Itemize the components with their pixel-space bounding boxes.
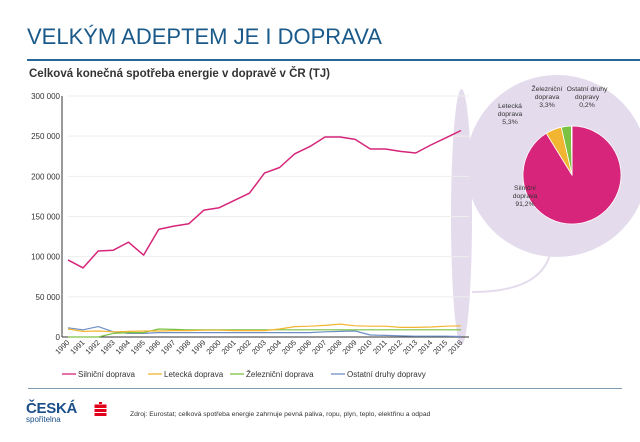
y-tick-label: 200 000: [31, 172, 60, 181]
pie-slice-ostatn-druhy-dopravy: [570, 125, 573, 176]
footer-divider: [28, 388, 622, 389]
x-tick-label: 2001: [220, 338, 238, 356]
y-tick-label: 250 000: [31, 132, 60, 141]
brand-logo: ČESKÁ spořitelna: [26, 400, 107, 424]
legend-label: Silniční doprava: [78, 370, 135, 379]
x-tick-label: 2013: [401, 338, 419, 356]
x-tick-label: 1999: [189, 338, 207, 356]
legend-label: Ostatní druhy dopravy: [347, 370, 426, 379]
series-line-ostatn-druhy-dopravy: [67, 326, 462, 338]
series-line-leteck-doprava: [67, 323, 462, 333]
chart-title: Celková konečná spotřeba energie v dopra…: [29, 68, 331, 80]
x-tick-label: 1993: [99, 338, 117, 356]
x-tick-label: 2003: [250, 338, 268, 356]
pie-label: Železniční doprava 3,3%: [532, 84, 563, 109]
x-tick-label: 1992: [83, 338, 101, 356]
legend: Silniční doprava Letecká doprava Železničn…: [62, 370, 426, 379]
x-tick-label: 1998: [174, 338, 192, 356]
x-tick-label: 1996: [144, 338, 162, 356]
x-tick-label: 2006: [295, 338, 313, 356]
pie-label: Silniční doprava 91,2%: [513, 185, 538, 208]
x-tick-label: 1995: [129, 338, 147, 356]
title-divider: [27, 59, 640, 61]
x-tick-label: 2014: [416, 338, 434, 356]
x-tick-label: 2008: [325, 338, 343, 356]
y-tick-label: 50 000: [36, 293, 61, 302]
y-tick-label: 0: [56, 333, 61, 342]
y-tick-label: 100 000: [31, 253, 60, 262]
x-tick-label: 1997: [159, 338, 177, 356]
legend-label: Železniční doprava: [246, 370, 314, 379]
arrow-head-icon: [546, 246, 556, 255]
x-tick-label: 2012: [386, 338, 404, 356]
pie-chart: Silniční doprava 91,2% Letecká doprava 5,3% Že…: [498, 84, 622, 225]
x-tick-label: 2015: [431, 338, 449, 356]
axis-layer: 0 50 000 100 000 150 000 200 000 250 000 300 0…: [31, 92, 469, 356]
page-title: VELKÝM ADEPTEM JE I DOPRAVA: [27, 24, 382, 49]
x-tick-label: 2004: [265, 338, 283, 356]
x-tick-label: 2007: [310, 338, 328, 356]
x-tick-label: 1991: [68, 338, 86, 356]
legend-label: Letecká doprava: [164, 370, 224, 379]
pie-label: Ostatní druhy dopravy 0,2%: [567, 86, 608, 109]
x-tick-label: 2000: [204, 338, 222, 356]
pie-label: Letecká doprava 5,3%: [498, 103, 523, 126]
connector-arrow: [471, 250, 552, 293]
x-tick-label: 2011: [371, 338, 389, 356]
series-layer: [67, 129, 462, 338]
source-note: Zdroj: Eurostat; celková spotřeba energi…: [130, 411, 431, 418]
series-line--elezni-n-doprava: [68, 328, 461, 338]
ceska-sporitelna-s-icon: [94, 402, 107, 416]
x-tick-label: 2009: [340, 338, 358, 356]
logo-text-sporitelna: spořitelna: [26, 415, 61, 424]
logo-text-ceska: ČESKÁ: [26, 400, 78, 417]
x-tick-label: 1994: [114, 338, 132, 356]
grid-layer: [68, 95, 469, 298]
x-tick-label: 2005: [280, 338, 298, 356]
x-tick-label: 2002: [235, 338, 253, 356]
series-line-silni-n-doprava: [67, 129, 462, 269]
x-tick-label: 2010: [356, 338, 374, 356]
y-tick-label: 150 000: [31, 213, 60, 222]
y-tick-label: 300 000: [31, 92, 60, 101]
